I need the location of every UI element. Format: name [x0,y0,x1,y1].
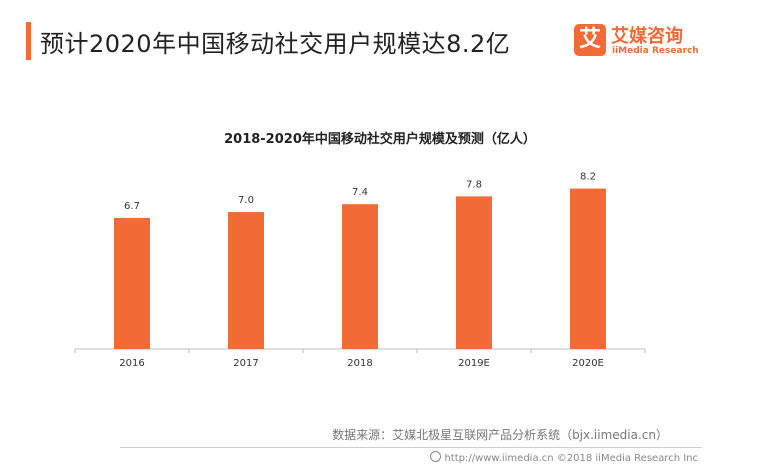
bar-2019E [456,196,492,349]
page-title: 预计2020年中国移动社交用户规模达8.2亿 [40,30,511,58]
data-source-note: 数据来源：艾媒北极星互联网产品分析系统（bjx.iimedia.cn） [332,428,668,442]
x-tick-label-2018: 2018 [347,358,372,369]
data-label-2018: 7.4 [352,187,368,198]
footer-text: http://www.iimedia.cn ©2018 iiMedia Rese… [444,453,698,464]
data-label-2020E: 8.2 [580,172,596,183]
logo-english-name: iiMedia Research [612,46,699,56]
bar-2018 [342,204,378,349]
logo-name: 艾媒咨询 [611,26,683,47]
bar-2016 [114,217,150,349]
data-label-2017: 7.0 [238,195,254,206]
iimedia-logo: 艾 艾媒咨询 iiMedia Research [574,22,702,62]
logo-mark-icon: 艾 [574,24,606,56]
footer-copyright: http://www.iimedia.cn ©2018 iiMedia Rese… [430,451,698,464]
x-tick-label-2016: 2016 [119,358,144,369]
bar-2017 [228,212,264,349]
x-tick-label-2019E: 2019E [458,358,490,369]
data-label-2016: 6.7 [124,201,140,212]
chart-title: 2018-2020年中国移动社交用户规模及预测（亿人） [224,132,536,147]
data-label-2019E: 7.8 [466,179,482,190]
bar-2020E [570,188,606,349]
x-tick-label-2017: 2017 [233,358,258,369]
title-accent-bar [26,22,31,60]
globe-icon [430,451,442,462]
x-tick-label-2020E: 2020E [572,358,604,369]
footer-divider [120,447,702,448]
